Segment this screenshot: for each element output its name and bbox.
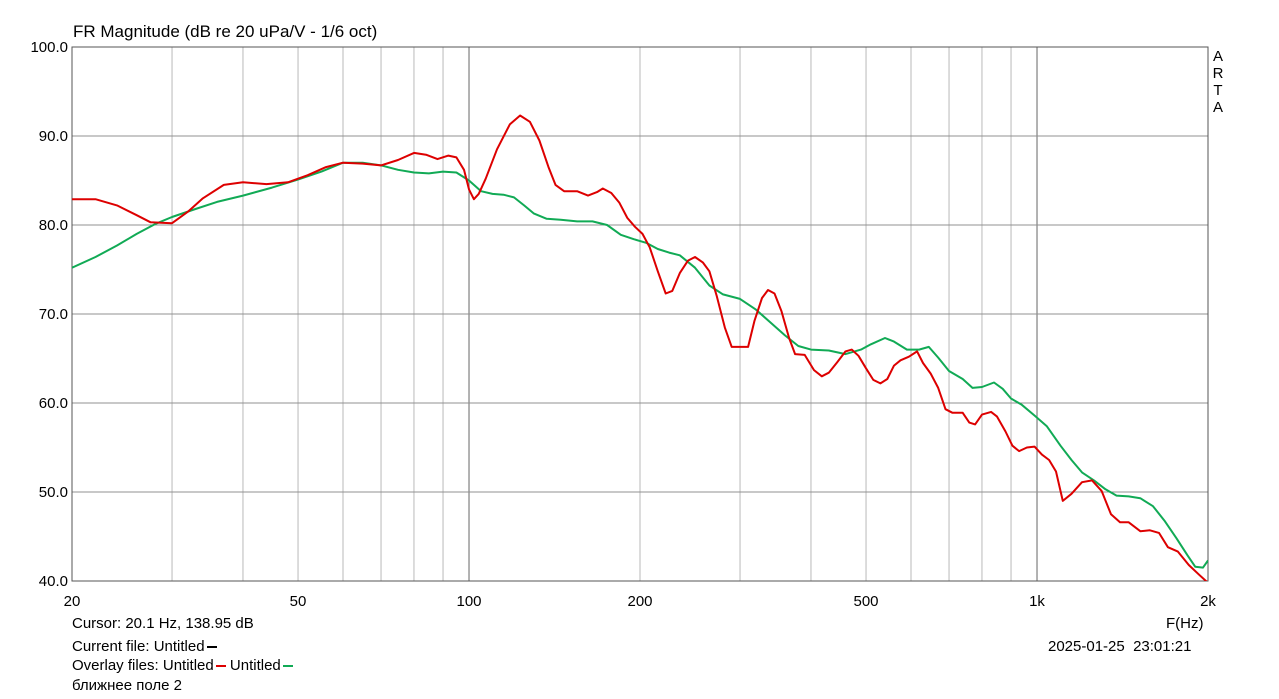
watermark-letter: A bbox=[1212, 99, 1223, 116]
x-tick-label: 50 bbox=[290, 593, 307, 610]
chart-grid bbox=[72, 47, 1208, 581]
date-text: 2025-01-25 bbox=[1048, 638, 1125, 655]
plot-frame bbox=[71, 46, 1209, 582]
y-tick-label: 40.0 bbox=[39, 573, 68, 590]
cursor-readout: Cursor: 20.1 Hz, 138.95 dB bbox=[72, 615, 254, 632]
overlay-files-label: Overlay files: bbox=[72, 657, 159, 674]
watermark-letter: A bbox=[1212, 48, 1223, 65]
overlay-file-2-swatch bbox=[282, 665, 293, 668]
watermark-letter: T bbox=[1213, 82, 1223, 99]
y-tick-label: 70.0 bbox=[39, 306, 68, 323]
y-tick-label: 100.0 bbox=[30, 39, 68, 56]
note-text: ближнее поле 2 bbox=[72, 677, 182, 694]
overlay-files-line: Overlay files: Untitled Untitled bbox=[72, 657, 293, 674]
timestamp: 2025-01-25 23:01:21 bbox=[1048, 638, 1191, 655]
y-tick-label: 60.0 bbox=[39, 395, 68, 412]
x-axis-label: F(Hz) bbox=[1166, 615, 1204, 632]
current-file-label: Current file: Untitled bbox=[72, 638, 205, 655]
chart-series bbox=[72, 114, 1208, 581]
y-tick-label: 90.0 bbox=[39, 128, 68, 145]
x-tick-label: 100 bbox=[456, 593, 481, 610]
watermark-letter: R bbox=[1212, 65, 1224, 82]
x-tick-label: 20 bbox=[64, 593, 81, 610]
overlay-file-2: Untitled bbox=[229, 657, 281, 674]
y-tick-label: 50.0 bbox=[39, 484, 68, 501]
series-line-red bbox=[72, 114, 1208, 581]
chart-title: FR Magnitude (dB re 20 uPa/V - 1/6 oct) bbox=[73, 22, 378, 41]
current-file-swatch bbox=[206, 646, 217, 649]
time-text: 23:01:21 bbox=[1133, 638, 1192, 655]
x-tick-label: 1k bbox=[1029, 593, 1045, 610]
y-tick-label: 80.0 bbox=[39, 217, 68, 234]
x-tick-label: 200 bbox=[627, 593, 652, 610]
x-tick-label: 2k bbox=[1200, 593, 1216, 610]
arta-watermark: A R T A bbox=[1212, 48, 1224, 116]
y-tick-labels: 100.0 90.0 80.0 70.0 60.0 50.0 40.0 bbox=[30, 39, 68, 590]
overlay-file-1: Untitled bbox=[162, 657, 214, 674]
current-file-line: Current file: Untitled bbox=[72, 638, 217, 655]
x-tick-label: 500 bbox=[854, 593, 879, 610]
overlay-file-1-swatch bbox=[215, 665, 226, 668]
x-tick-labels: 20 50 100 200 500 1k 2k bbox=[64, 593, 1217, 610]
